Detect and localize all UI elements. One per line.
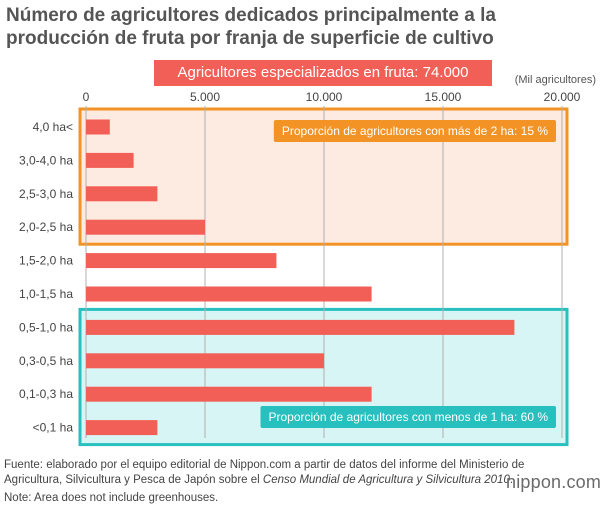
source-footer: Fuente: elaborado por el equipo editoria… <box>4 458 552 488</box>
bar <box>86 319 515 335</box>
bar <box>86 386 372 402</box>
annotation-pill <box>273 120 556 142</box>
y-category-label: 1,0-1,5 ha <box>19 287 73 301</box>
y-category-label: 0,1-0,3 ha <box>19 387 73 401</box>
y-category-label: 0,5-1,0 ha <box>19 320 73 334</box>
x-tick-labels: 0 5.000 10.000 15.000 20.000 <box>83 90 581 104</box>
x-tick-label: 5.000 <box>190 90 220 104</box>
bar <box>86 420 158 436</box>
bar <box>86 152 134 168</box>
annotation-more-than-2ha: Proporción de agricultores con más de 2 … <box>282 124 548 138</box>
bar <box>86 253 277 269</box>
gridlines <box>85 106 563 438</box>
annotation-pill <box>260 406 556 428</box>
annotations: Proporción de agricultores con más de 2 … <box>260 120 556 428</box>
bar <box>86 353 324 369</box>
source-end: . <box>509 474 514 486</box>
total-banner: Agricultores especializados en fruta: 74… <box>154 60 492 86</box>
y-category-label: 1,5-2,0 ha <box>19 254 73 268</box>
y-category-label: 4,0 ha< <box>33 120 73 134</box>
y-category-labels: 4,0 ha< 3,0-4,0 ha 2,5-3,0 ha 2,0-2,5 ha 1,5… <box>19 120 73 435</box>
source-text: Fuente: elaborado por el equipo editoria… <box>4 459 525 486</box>
nippon-logo: nippon.com <box>506 472 600 492</box>
chart-title: Número de agricultores dedicados princip… <box>6 5 496 49</box>
y-category-label: 2,5-3,0 ha <box>19 187 73 201</box>
bar-chart: 0 5.000 10.000 15.000 20.000 4,0 ha< 3,0-4,0 … <box>19 90 581 447</box>
y-category-label: 3,0-4,0 ha <box>19 153 73 167</box>
bar <box>86 119 110 135</box>
x-tick-label: 0 <box>83 90 90 104</box>
source-title: Censo Mundial de Agricultura y Silvicult… <box>262 474 510 486</box>
y-category-label: 2,0-2,5 ha <box>19 220 73 234</box>
y-category-label: <0,1 ha <box>33 421 74 435</box>
x-tick-label: 20.000 <box>544 90 581 104</box>
bars <box>86 119 515 436</box>
bar <box>86 286 372 302</box>
footnote: Note: Area does not include greenhouses. <box>4 492 219 504</box>
bar <box>86 219 205 235</box>
x-tick-label: 10.000 <box>306 90 343 104</box>
bar <box>86 186 158 202</box>
annotation-less-than-1ha: Proporción de agricultores con menos de … <box>269 410 549 424</box>
x-axis-unit-label: (Mil agricultores) <box>514 74 596 86</box>
x-tick-label: 15.000 <box>425 90 462 104</box>
y-category-label: 0,3-0,5 ha <box>19 354 73 368</box>
